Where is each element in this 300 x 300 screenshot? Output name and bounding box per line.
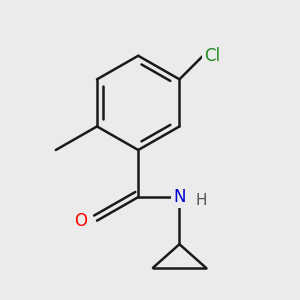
Text: Cl: Cl — [205, 47, 220, 65]
Text: N: N — [173, 188, 186, 206]
Text: O: O — [74, 212, 87, 230]
Text: H: H — [196, 193, 207, 208]
